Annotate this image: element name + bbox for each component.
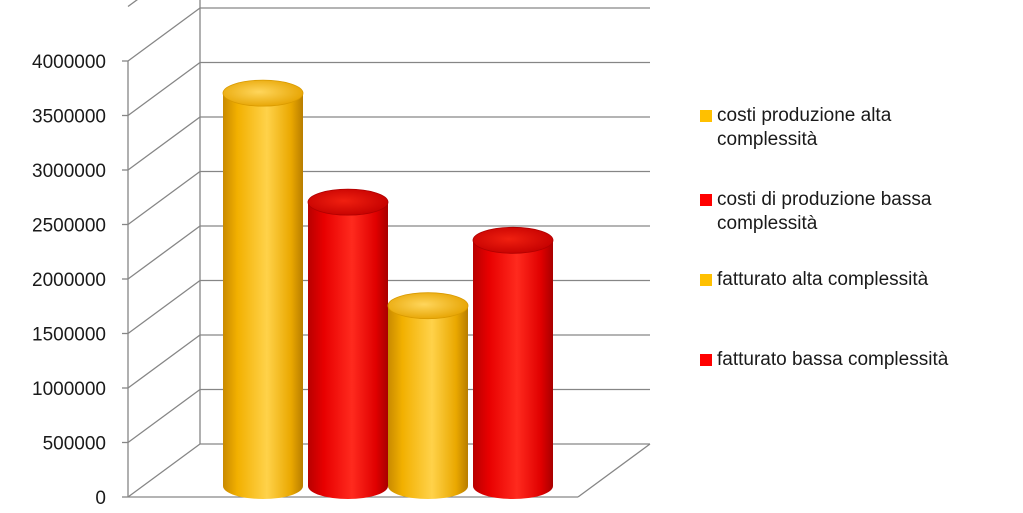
bar-top [222,79,304,107]
y-tick-label: 0 [95,488,106,509]
y-axis-ticks: 0 500000 1000000 1500000 2000000 2500000 30000… [32,52,106,509]
bar [387,292,469,499]
bar [472,226,554,500]
y-tick-label: 2500000 [32,216,106,237]
gridline [127,0,138,8]
legend-item-fatturato-bassa: fatturato bassa complessità [700,348,1023,372]
y-tick-label: 4000000 [32,52,106,73]
legend-label: fatturato bassa complessità [717,349,949,370]
legend-item-fatturato-alta: fatturato alta complessità [700,268,1017,292]
gridline [127,61,650,117]
bar [307,188,389,499]
legend-label: fatturato alta complessità [717,269,929,290]
legend-label: costi produzione alta complessità [717,105,892,150]
bar-body [308,202,388,499]
gridline [127,7,650,62]
bar-body [223,93,303,500]
y-tick-label: 500000 [43,434,106,455]
y-tick-label: 3000000 [32,161,106,182]
legend-swatch-gold [700,274,712,286]
bar [222,79,304,500]
legend-swatch-red [700,354,712,366]
y-tick-label: 2000000 [32,270,106,291]
bar-body [388,305,468,499]
legend-item-costi-alta: costi produzione alta complessità [700,104,907,152]
legend-item-costi-bassa: costi di produzione bassa complessità [700,188,997,236]
bars [222,79,554,500]
legend-swatch-red [700,194,712,206]
gridline [127,170,650,226]
gridline [127,116,650,171]
legend-label: costi di produzione bassa complessità [717,189,932,234]
bar-top [307,188,389,216]
legend-swatch-gold [700,110,712,122]
bar-top [472,226,554,254]
y-tick-label: 1000000 [32,379,106,400]
gridline [127,225,650,280]
floor-right-edge [577,443,651,498]
y-tick-label: 3500000 [32,107,106,128]
y-tick-label: 1500000 [32,325,106,346]
bar-top [387,292,469,320]
bar-body [473,240,553,500]
